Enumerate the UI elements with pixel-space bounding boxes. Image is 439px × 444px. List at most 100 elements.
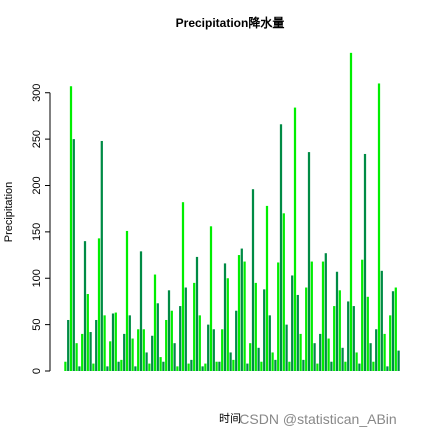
bar xyxy=(170,310,173,371)
bar xyxy=(184,287,187,371)
bar xyxy=(251,189,255,371)
bar xyxy=(229,352,232,371)
bar xyxy=(148,363,151,371)
bar xyxy=(380,270,383,371)
bar xyxy=(296,294,299,371)
bar xyxy=(204,363,207,371)
y-axis-label: Precipitation xyxy=(3,182,15,243)
bar xyxy=(86,294,89,371)
bar xyxy=(95,319,98,371)
bar xyxy=(235,310,238,371)
bar xyxy=(310,261,313,371)
bar xyxy=(145,352,148,371)
bar xyxy=(109,341,112,371)
bar xyxy=(181,202,185,371)
bar xyxy=(165,319,168,371)
bar xyxy=(366,296,369,371)
bar xyxy=(333,306,336,371)
bar xyxy=(319,333,322,371)
bar xyxy=(195,256,199,371)
bar xyxy=(142,329,145,371)
bar xyxy=(151,335,154,371)
bar xyxy=(243,261,246,371)
bar xyxy=(282,213,285,371)
bar xyxy=(75,343,78,371)
bar xyxy=(285,324,288,371)
bar xyxy=(106,366,109,371)
bar xyxy=(377,83,381,371)
bar xyxy=(137,329,140,371)
chart-title: Precipitation降水量 xyxy=(176,15,285,30)
bar xyxy=(327,338,330,371)
bar xyxy=(114,312,117,371)
bar xyxy=(100,140,103,371)
bar xyxy=(83,241,87,371)
watermark: CSDN @statistican_ABin xyxy=(239,411,396,427)
bar xyxy=(67,319,70,371)
bar xyxy=(307,152,311,371)
bar xyxy=(156,303,159,371)
bar xyxy=(207,324,210,371)
bar xyxy=(179,306,182,371)
bar xyxy=(383,333,386,371)
bar xyxy=(81,333,84,371)
bar xyxy=(159,357,162,371)
bar xyxy=(394,287,397,371)
bar xyxy=(173,343,176,371)
bar xyxy=(260,361,263,371)
bar xyxy=(187,363,190,371)
bar xyxy=(69,86,73,372)
bar xyxy=(391,291,395,371)
bar xyxy=(167,290,171,371)
bar xyxy=(123,333,126,371)
bar xyxy=(72,139,75,371)
bar xyxy=(201,366,204,371)
bar xyxy=(78,366,81,371)
bar xyxy=(92,363,95,371)
y-tick-label: 50 xyxy=(31,318,43,330)
bar xyxy=(134,366,137,371)
y-tick-label: 0 xyxy=(31,368,43,374)
bar xyxy=(361,259,364,371)
bar xyxy=(215,361,218,371)
bar xyxy=(277,262,280,371)
bar xyxy=(198,315,201,371)
bar xyxy=(299,333,302,371)
bar xyxy=(389,315,392,371)
bar xyxy=(218,361,221,371)
bar xyxy=(263,289,266,371)
bar xyxy=(120,359,123,371)
bar xyxy=(288,361,291,371)
bar xyxy=(162,361,165,371)
bar xyxy=(341,347,344,371)
bar xyxy=(97,238,101,371)
y-tick-label: 150 xyxy=(31,223,43,241)
bar xyxy=(223,263,227,371)
bar xyxy=(330,361,333,371)
bar xyxy=(349,52,353,371)
bar xyxy=(363,153,367,371)
y-tick-label: 300 xyxy=(31,84,43,102)
bar xyxy=(232,359,235,371)
y-tick-label: 100 xyxy=(31,269,43,287)
bar xyxy=(372,361,375,371)
bar xyxy=(153,274,157,371)
bar xyxy=(246,363,249,371)
bar xyxy=(128,315,131,371)
bar xyxy=(111,313,115,371)
bar xyxy=(338,290,341,371)
bar xyxy=(271,352,274,371)
bar xyxy=(324,253,327,371)
bar xyxy=(316,363,319,371)
bar xyxy=(355,352,358,371)
bar xyxy=(237,255,241,371)
bar xyxy=(321,261,325,371)
bar xyxy=(305,287,308,371)
bar xyxy=(313,343,316,371)
bar xyxy=(302,359,305,371)
bar xyxy=(274,359,277,371)
bar xyxy=(139,251,143,371)
bar xyxy=(125,230,129,371)
bar xyxy=(226,278,229,371)
